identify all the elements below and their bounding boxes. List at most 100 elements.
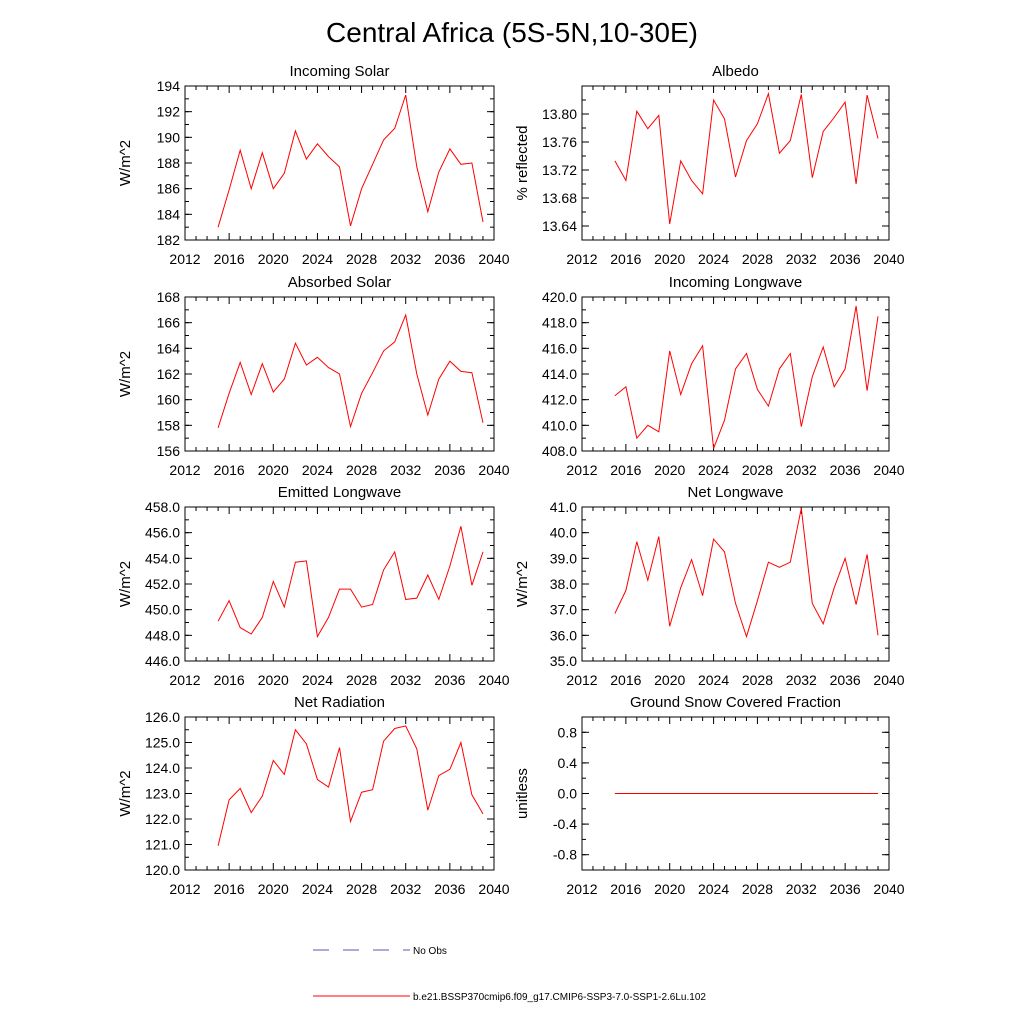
chart-panels: 2012 2016 2020 2024 2028 2032 2036 2040 182 184 18…	[117, 63, 905, 897]
y-tick-label: 454.0	[145, 550, 180, 566]
y-tick-label: 162	[157, 366, 181, 382]
y-tick-label: 156	[157, 443, 181, 459]
x-tick-label: 2016	[610, 462, 641, 478]
y-tick-label: 184	[157, 206, 181, 222]
panel-title: Albedo	[712, 63, 759, 80]
x-tick-label: 2028	[346, 251, 377, 267]
series-line-absorbed-solar	[217, 313, 484, 429]
x-tick-label: 2024	[302, 881, 333, 897]
x-tick-label: 2032	[786, 881, 817, 897]
y-tick-label: -0.4	[553, 816, 577, 832]
x-tick-label: 2028	[346, 462, 377, 478]
x-tick-label: 2020	[654, 881, 685, 897]
x-tick-label: 2040	[873, 881, 904, 897]
y-tick-label: 446.0	[145, 653, 180, 669]
x-tick-label: 2012	[169, 462, 200, 478]
x-tick-label: 2028	[346, 881, 377, 897]
series-line-albedo	[614, 91, 879, 224]
x-tick-label: 2040	[478, 251, 509, 267]
y-tick-label: 13.64	[542, 218, 577, 234]
y-tick-label: 164	[157, 340, 181, 356]
y-tick-label: 418.0	[542, 315, 577, 331]
y-tick-label: 420.0	[542, 289, 577, 305]
series-line-net-radiation	[217, 725, 484, 846]
panel-albedo: 2012 2016 2020 2024 2028 2032 2036 2040 13.64 13.…	[514, 63, 905, 267]
y-tick-label: 123.0	[145, 786, 180, 802]
x-tick-label: 2032	[786, 251, 817, 267]
x-tick-label: 2016	[214, 462, 245, 478]
y-tick-label: 0.4	[558, 755, 578, 771]
x-tick-label: 2012	[566, 672, 597, 688]
y-tick-label: 35.0	[550, 653, 577, 669]
y-tick-label: 188	[157, 155, 181, 171]
y-tick-label: 125.0	[145, 735, 180, 751]
x-tick-label: 2040	[478, 462, 509, 478]
figure-title: Central Africa (5S-5N,10-30E)	[326, 17, 698, 48]
x-tick-label: 2032	[390, 672, 421, 688]
y-tick-label: 452.0	[145, 576, 180, 592]
x-tick-label: 2032	[390, 462, 421, 478]
x-tick-label: 2024	[698, 672, 729, 688]
x-tick-label: 2040	[873, 251, 904, 267]
x-tick-label: 2036	[434, 251, 465, 267]
y-tick-label: 120.0	[145, 862, 180, 878]
panel-title: Ground Snow Covered Fraction	[630, 694, 841, 711]
y-tick-label: 458.0	[145, 499, 180, 515]
y-tick-label: 190	[157, 129, 181, 145]
y-tick-label: 124.0	[145, 760, 180, 776]
x-tick-label: 2032	[390, 251, 421, 267]
panel-ground-snow-covered-fraction: 2012 2016 2020 2024 2028 2032 2036 2040 -0.8 -0.4…	[514, 694, 905, 897]
x-tick-label: 2036	[434, 881, 465, 897]
y-tick-label: 38.0	[550, 576, 577, 592]
y-tick-label: 0.0	[558, 786, 578, 802]
x-tick-label: 2028	[346, 672, 377, 688]
y-tick-label: 450.0	[145, 602, 180, 618]
y-tick-label: 186	[157, 181, 181, 197]
y-axis-label: W/m^2	[117, 140, 134, 186]
y-tick-label: 194	[157, 78, 181, 94]
legend-label-no-obs: No Obs	[413, 946, 447, 957]
y-tick-label: 13.72	[542, 162, 577, 178]
x-tick-label: 2012	[566, 462, 597, 478]
legend: No Obs b.e21.BSSP370cmip6.f09_g17.CMIP6-…	[313, 946, 706, 1003]
y-tick-label: 0.8	[558, 724, 578, 740]
y-axis-label: unitless	[514, 768, 531, 819]
panel-incoming-longwave: 2012 2016 2020 2024 2028 2032 2036 2040 408.0 410…	[542, 274, 905, 478]
panel-title: Absorbed Solar	[288, 274, 391, 291]
x-tick-label: 2040	[478, 881, 509, 897]
series-line-emitted-longwave	[217, 526, 484, 639]
y-tick-label: 13.76	[542, 134, 577, 150]
panel-absorbed-solar: 2012 2016 2020 2024 2028 2032 2036 2040 156 158 16…	[117, 274, 510, 478]
x-tick-label: 2020	[258, 462, 289, 478]
x-tick-label: 2012	[566, 881, 597, 897]
y-axis-label: W/m^2	[117, 351, 134, 397]
y-tick-label: 40.0	[550, 525, 577, 541]
y-tick-label: 412.0	[542, 392, 577, 408]
x-tick-label: 2024	[698, 881, 729, 897]
x-tick-label: 2016	[214, 881, 245, 897]
series-line-net-longwave	[614, 508, 879, 639]
y-tick-label: 192	[157, 104, 181, 120]
x-tick-label: 2024	[698, 462, 729, 478]
panel-title: Incoming Longwave	[669, 274, 802, 291]
y-tick-label: 168	[157, 289, 181, 305]
panel-title: Net Longwave	[688, 484, 784, 501]
series-line-incoming-solar	[217, 94, 484, 228]
y-tick-label: 126.0	[145, 709, 180, 725]
x-tick-label: 2016	[214, 251, 245, 267]
x-tick-label: 2040	[873, 672, 904, 688]
x-tick-label: 2032	[786, 672, 817, 688]
panel-net-longwave: 2012 2016 2020 2024 2028 2032 2036 2040 35.0 36.0…	[514, 484, 905, 688]
panel-incoming-solar: 2012 2016 2020 2024 2028 2032 2036 2040 182 184 18…	[117, 63, 510, 267]
x-tick-label: 2020	[654, 251, 685, 267]
y-tick-label: 414.0	[542, 366, 577, 382]
x-tick-label: 2036	[434, 672, 465, 688]
x-tick-label: 2036	[830, 251, 861, 267]
x-tick-label: 2024	[302, 462, 333, 478]
x-tick-label: 2036	[830, 672, 861, 688]
y-axis-label: % reflected	[514, 125, 531, 200]
x-tick-label: 2016	[214, 672, 245, 688]
x-tick-label: 2024	[698, 251, 729, 267]
y-tick-label: 13.80	[542, 106, 577, 122]
